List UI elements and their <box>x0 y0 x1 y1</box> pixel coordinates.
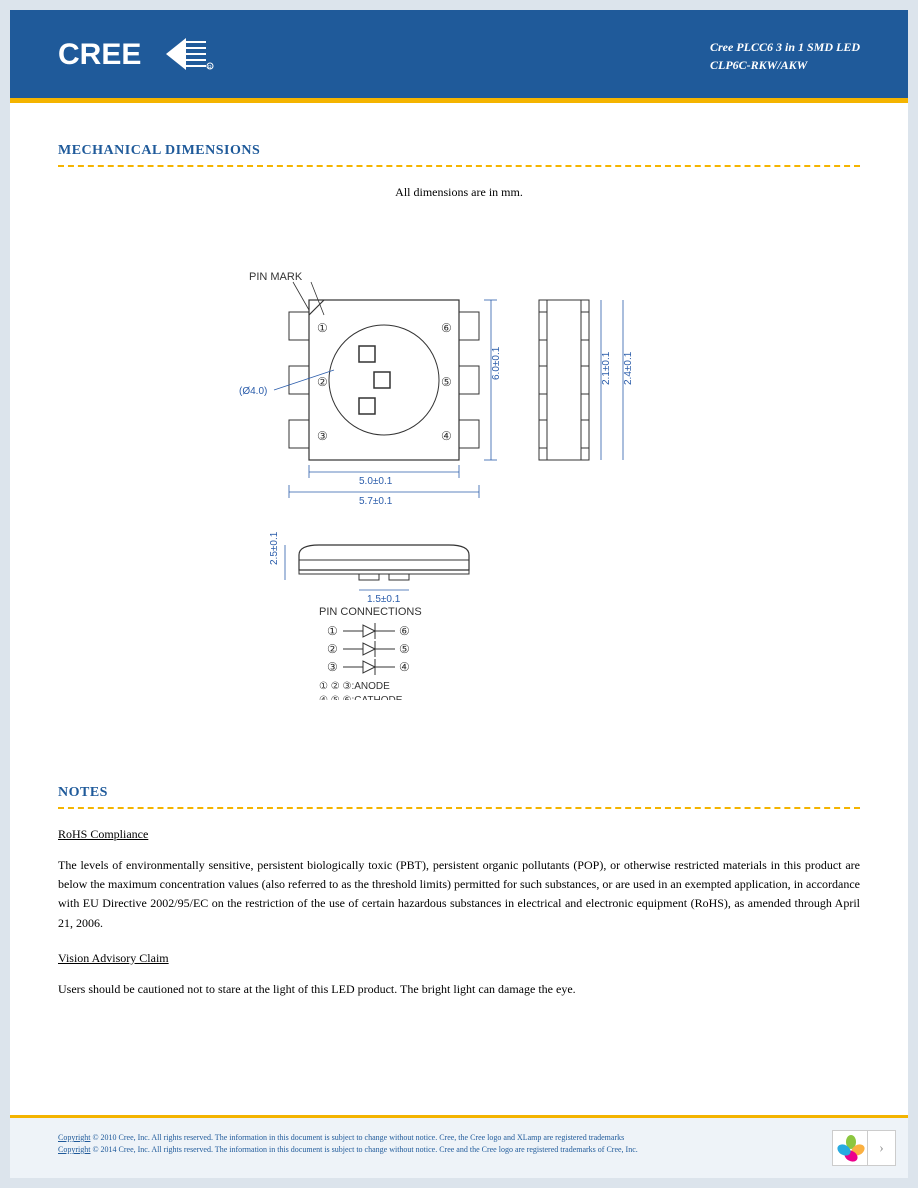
svg-text:②: ② <box>317 375 328 389</box>
svg-text:①: ① <box>317 321 328 335</box>
svg-text:PIN MARK: PIN MARK <box>249 271 303 283</box>
mechanical-drawing: PIN MARK <box>219 260 699 705</box>
svg-text:2.4±0.1: 2.4±0.1 <box>623 351 634 385</box>
corner-badge[interactable]: › <box>832 1130 896 1166</box>
pin-connections: PIN CONNECTIONS ① ⑥ ② ⑤ ③ <box>319 606 422 700</box>
svg-text:PIN CONNECTIONS: PIN CONNECTIONS <box>319 606 422 618</box>
header-title-2: CLP6C-RKW/AKW <box>710 56 860 74</box>
svg-text:2.1±0.1: 2.1±0.1 <box>601 351 612 385</box>
svg-text:2.5±0.1: 2.5±0.1 <box>269 531 280 565</box>
divider <box>58 165 860 167</box>
svg-text:④ ⑤ ⑥:CATHODE: ④ ⑤ ⑥:CATHODE <box>319 695 403 700</box>
svg-text:⑥: ⑥ <box>399 624 410 638</box>
svg-text:③: ③ <box>327 660 338 674</box>
section-title-notes: NOTES <box>58 785 860 801</box>
page: CREE R Cree PLCC6 3 in 1 SMD LED CLP6C-R… <box>10 10 908 1178</box>
svg-text:5.0±0.1: 5.0±0.1 <box>359 476 393 487</box>
side-view: 2.1±0.1 2.4±0.1 <box>539 300 634 460</box>
svg-text:6.0±0.1: 6.0±0.1 <box>491 346 502 380</box>
svg-text:(Ø4.0): (Ø4.0) <box>239 386 267 397</box>
flower-icon <box>832 1130 868 1166</box>
cree-logo: CREE R <box>58 32 228 81</box>
svg-text:⑥: ⑥ <box>441 321 452 335</box>
profile-view: 2.5±0.1 1.5±0.1 <box>269 531 469 605</box>
content-area: MECHANICAL DIMENSIONS All dimensions are… <box>10 103 908 999</box>
footer-bar: Copyright © 2010 Cree, Inc. All rights r… <box>10 1115 908 1178</box>
svg-text:5.7±0.1: 5.7±0.1 <box>359 496 393 507</box>
svg-text:②: ② <box>327 642 338 656</box>
svg-text:③: ③ <box>317 429 328 443</box>
top-view: PIN MARK <box>239 271 502 507</box>
dimension-units-note: All dimensions are in mm. <box>58 185 860 200</box>
svg-text:R: R <box>208 65 212 71</box>
svg-text:④: ④ <box>441 429 452 443</box>
svg-text:⑤: ⑤ <box>441 375 452 389</box>
footer-line-1: Copyright © 2010 Cree, Inc. All rights r… <box>58 1132 860 1144</box>
rohs-body: The levels of environmentally sensitive,… <box>58 856 860 933</box>
svg-text:① ② ③:ANODE: ① ② ③:ANODE <box>319 681 390 692</box>
vision-heading: Vision Advisory Claim <box>58 951 860 966</box>
header-title-1: Cree PLCC6 3 in 1 SMD LED <box>710 38 860 56</box>
vision-body: Users should be cautioned not to stare a… <box>58 980 860 999</box>
svg-text:1.5±0.1: 1.5±0.1 <box>367 594 401 605</box>
logo-text: CREE <box>58 38 141 71</box>
divider <box>58 807 860 809</box>
svg-text:⑤: ⑤ <box>399 642 410 656</box>
section-title-mechanical: MECHANICAL DIMENSIONS <box>58 143 860 159</box>
svg-text:④: ④ <box>399 660 410 674</box>
header-bar: CREE R Cree PLCC6 3 in 1 SMD LED CLP6C-R… <box>10 10 908 98</box>
rohs-heading: RoHS Compliance <box>58 827 860 842</box>
footer-line-2: Copyright © 2014 Cree, Inc. All rights r… <box>58 1144 860 1156</box>
svg-text:①: ① <box>327 624 338 638</box>
chevron-right-icon[interactable]: › <box>868 1130 896 1166</box>
header-titles: Cree PLCC6 3 in 1 SMD LED CLP6C-RKW/AKW <box>710 38 860 74</box>
